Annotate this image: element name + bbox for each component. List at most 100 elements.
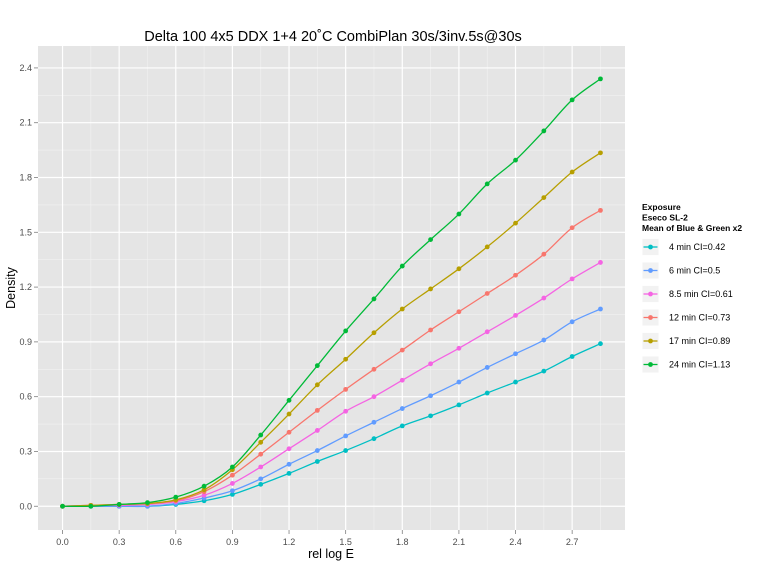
- plot-panel: [38, 46, 625, 530]
- data-point: [343, 433, 349, 439]
- chart-title: Delta 100 4x5 DDX 1+4 20˚C CombiPlan 30s…: [144, 29, 522, 45]
- y-tick-label: 0.9: [19, 337, 32, 347]
- data-point: [286, 470, 292, 476]
- x-tick-label: 2.7: [566, 537, 579, 547]
- x-tick-label: 2.4: [509, 537, 522, 547]
- data-point: [314, 448, 320, 453]
- data-point: [230, 488, 235, 494]
- data-point: [428, 327, 433, 333]
- y-tick-label: 2.4: [19, 63, 32, 73]
- data-point: [456, 379, 462, 385]
- y-tick-label: 1.2: [19, 282, 32, 292]
- legend-item: 24 min CI=1.13: [641, 355, 730, 374]
- legend-item: 17 min CI=0.89: [641, 332, 730, 350]
- data-point: [258, 451, 264, 457]
- legend-title-line: Mean of Blue & Green x2: [642, 223, 742, 233]
- data-point: [569, 97, 575, 103]
- y-tick-label: 0.0: [19, 501, 32, 511]
- data-point: [484, 390, 490, 396]
- legend-key-point: [648, 244, 653, 250]
- data-point: [286, 397, 292, 403]
- data-point: [456, 266, 462, 272]
- data-point: [173, 494, 179, 500]
- legend-label: 12 min CI=0.73: [669, 313, 730, 323]
- legend-key-point: [648, 315, 653, 320]
- y-axis-label: Density: [4, 266, 18, 308]
- x-tick-label: 2.1: [453, 537, 466, 547]
- data-point: [428, 413, 433, 419]
- x-tick-label: 1.5: [339, 537, 352, 547]
- data-point: [230, 464, 235, 470]
- data-point: [258, 432, 264, 438]
- data-point: [484, 365, 490, 370]
- data-point: [569, 225, 575, 231]
- data-point: [343, 328, 349, 334]
- data-point: [399, 423, 405, 429]
- data-point: [371, 419, 377, 425]
- data-point: [371, 436, 377, 442]
- data-point: [145, 500, 150, 506]
- data-point: [286, 461, 292, 467]
- data-point: [314, 363, 320, 369]
- data-point: [371, 394, 377, 400]
- data-point: [569, 354, 575, 359]
- data-point: [541, 337, 547, 343]
- x-tick-label: 0.3: [113, 537, 126, 547]
- data-point: [314, 459, 320, 464]
- data-point: [88, 503, 94, 509]
- legend-label: 24 min CI=1.13: [669, 360, 730, 370]
- data-point: [201, 487, 207, 493]
- x-tick-label: 1.8: [396, 537, 409, 547]
- series-6: [60, 76, 603, 509]
- data-point: [371, 296, 377, 302]
- y-tick-label: 1.8: [19, 173, 32, 183]
- legend-key-point: [648, 291, 653, 297]
- legend-label: 6 min CI=0.5: [669, 266, 720, 276]
- y-tick-label: 1.5: [19, 227, 32, 237]
- data-point: [258, 481, 264, 487]
- data-point: [569, 169, 575, 175]
- legend-item: 6 min CI=0.5: [641, 261, 720, 280]
- data-point: [513, 312, 518, 318]
- data-point: [399, 406, 405, 411]
- data-point: [428, 237, 433, 243]
- data-point: [343, 408, 349, 414]
- data-point: [456, 402, 462, 408]
- legend-key-point: [648, 268, 653, 273]
- x-tick-label: 0.9: [226, 537, 239, 547]
- data-point: [201, 492, 207, 498]
- legend-item: 12 min CI=0.73: [641, 308, 730, 327]
- data-point: [456, 309, 462, 315]
- data-point: [258, 439, 264, 445]
- x-tick-label: 0.0: [56, 537, 69, 547]
- data-point: [343, 386, 349, 392]
- data-point: [286, 429, 292, 435]
- y-tick-label: 0.3: [19, 446, 32, 456]
- data-point: [513, 220, 518, 226]
- data-point: [343, 448, 349, 453]
- data-point: [286, 446, 292, 452]
- data-point: [116, 502, 122, 507]
- data-point: [484, 244, 490, 250]
- x-tick-label: 1.2: [283, 537, 296, 547]
- legend-title-line: Exposure: [642, 202, 681, 212]
- data-point: [343, 356, 349, 362]
- data-point: [399, 306, 405, 312]
- data-point: [513, 379, 518, 385]
- data-point: [541, 195, 547, 200]
- data-point: [569, 276, 575, 282]
- data-point: [314, 407, 320, 413]
- data-point: [60, 503, 65, 509]
- data-point: [484, 291, 490, 296]
- data-point: [230, 491, 235, 497]
- data-point: [314, 382, 320, 388]
- x-tick-label: 0.6: [170, 537, 183, 547]
- data-point: [428, 393, 433, 399]
- data-point: [541, 295, 547, 301]
- data-point: [513, 157, 518, 163]
- data-point: [541, 368, 547, 374]
- y-tick-label: 0.6: [19, 392, 32, 402]
- legend-item: 4 min CI=0.42: [641, 238, 725, 256]
